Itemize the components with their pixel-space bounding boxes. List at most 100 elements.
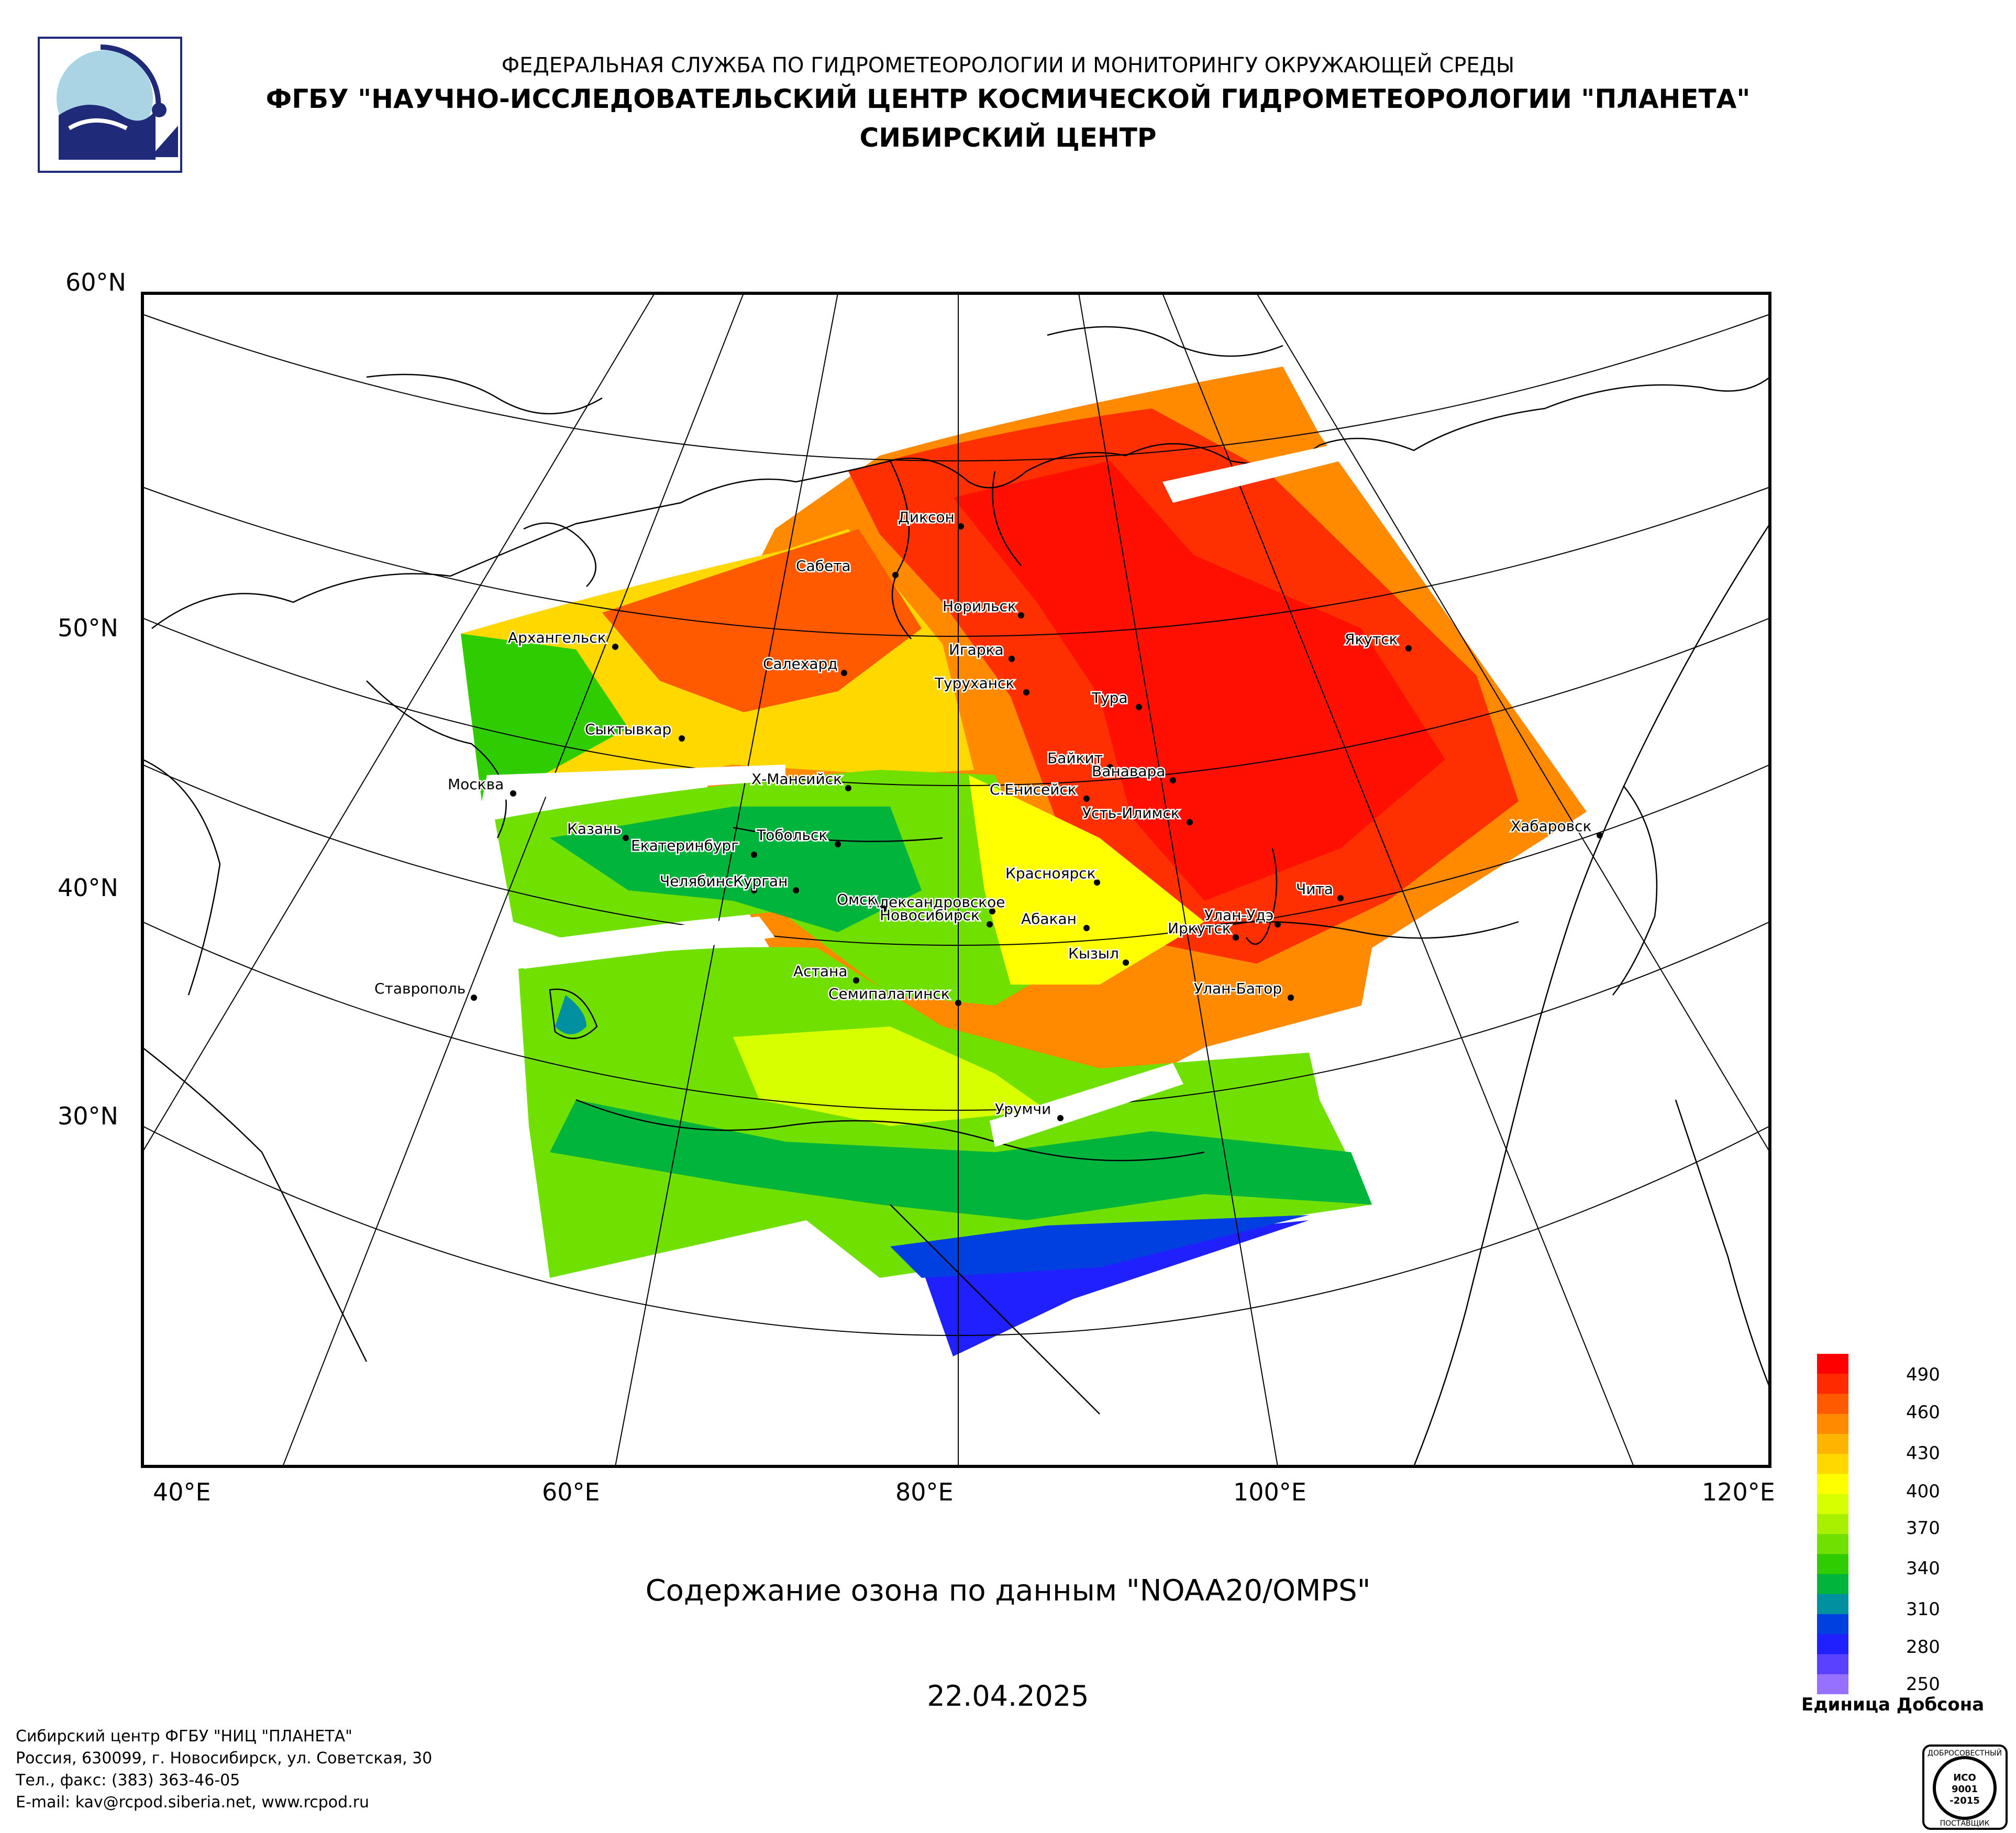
city-dot (1405, 645, 1412, 652)
city-label: С.Енисейск (990, 781, 1077, 798)
city-label: Х-Мансийск (751, 770, 842, 788)
planeta-logo (38, 37, 182, 173)
city-label: Красноярск (1005, 865, 1096, 882)
city-dot (679, 735, 685, 742)
ozone-data-swaths (461, 367, 1587, 1356)
map-date: 22.04.2025 (927, 1680, 1089, 1713)
legend-color-step (1817, 1494, 1848, 1515)
lon-label-80: 80°E (895, 1478, 954, 1506)
city-dot (955, 1000, 961, 1006)
city-dot (1288, 995, 1294, 1001)
city-dot (989, 908, 995, 914)
legend-tick-430: 430 (1906, 1443, 1940, 1464)
footer-line-phone: Тел., факс: (383) 363-46-05 (16, 1771, 240, 1790)
city-dot (1136, 704, 1142, 710)
legend-tick-460: 460 (1906, 1402, 1940, 1423)
city-label: Сабета (796, 557, 851, 575)
city-dot (853, 977, 859, 984)
city-dot (751, 852, 757, 858)
footer-contacts: Сибирский центр ФГБУ "НИЦ "ПЛАНЕТА" Росс… (16, 1726, 432, 1814)
city-dot (987, 921, 993, 927)
legend-color-step (1817, 1654, 1848, 1675)
city-dot (1009, 656, 1015, 662)
legend-color-step (1817, 1554, 1848, 1575)
city-label: Курган (733, 873, 788, 890)
city-dot (1057, 1115, 1064, 1121)
city-label: Тобольск (756, 826, 827, 844)
lat-label-30: 30°N (58, 1102, 118, 1130)
legend-color-step (1817, 1454, 1848, 1475)
city-label: Улан-Батор (1194, 980, 1282, 997)
legend-color-step (1817, 1534, 1848, 1555)
city-label: Усть-Илимск (1082, 804, 1180, 822)
city-label: Игарка (949, 641, 1004, 658)
city-label: Норильск (943, 598, 1016, 615)
city-dot (471, 995, 477, 1001)
agency-title: ФЕДЕРАЛЬНАЯ СЛУЖБА ПО ГИДРОМЕТЕОРОЛОГИИ … (501, 53, 1515, 78)
city-label: Москва (448, 776, 504, 793)
city-dot (1187, 819, 1193, 825)
city-label: Иркутск (1168, 920, 1231, 937)
city-label: Александровское (869, 893, 1005, 911)
city-label: Сыктывкар (585, 721, 671, 738)
city-dot (958, 523, 964, 529)
graticule (142, 293, 1770, 1466)
footer-line-org: Сибирский центр ФГБУ "НИЦ "ПЛАНЕТА" (16, 1727, 352, 1746)
city-label: Архангельск (508, 629, 606, 646)
legend-color-step (1817, 1514, 1848, 1535)
city-label: Челябинск (660, 873, 742, 890)
swath-north-hot (953, 461, 1445, 901)
city-dot (892, 572, 899, 578)
legend-colorbar (1817, 1354, 1848, 1694)
swath-west-orange (602, 529, 922, 712)
legend-color-step (1817, 1414, 1848, 1434)
legend-tick-400: 400 (1906, 1481, 1940, 1502)
stamp-mid2: 9001 (1952, 1784, 1978, 1795)
map-frame (141, 292, 1771, 1468)
city-dot (1023, 689, 1029, 695)
lon-label-60: 60°E (542, 1478, 600, 1506)
city-dot (835, 841, 841, 847)
city-label: Семипалатинск (828, 985, 950, 1002)
lat-label-60: 60°N (65, 268, 126, 296)
swath-south-teal (890, 1215, 1309, 1278)
city-dot (793, 887, 799, 893)
city-label: Урумчи (995, 1100, 1051, 1118)
legend-color-step (1817, 1354, 1848, 1375)
legend-color-step (1817, 1594, 1848, 1615)
stamp-mid1: ИСО (1953, 1772, 1976, 1783)
city-dot (881, 906, 887, 912)
city-dot (1107, 764, 1113, 770)
legend-color-step (1817, 1433, 1848, 1455)
city-label: Екатеринбург (631, 837, 739, 854)
legend-tick-370: 370 (1906, 1518, 1940, 1539)
city-label: Абакан (1021, 910, 1077, 927)
city-dot (1018, 612, 1024, 619)
city-dot (751, 887, 757, 893)
city-label: Астана (793, 963, 847, 980)
city-dot (1170, 777, 1176, 783)
swath-south-deep (550, 1100, 1372, 1220)
city-label: Кызыл (1068, 945, 1119, 962)
city-dot (1233, 934, 1239, 941)
city-dot (612, 644, 618, 650)
city-label: Ванавара (1092, 763, 1165, 780)
city-label: Диксон (898, 509, 955, 526)
swath-west-green (461, 634, 628, 801)
lon-label-120: 120°E (1702, 1478, 1775, 1506)
legend-color-step (1817, 1374, 1848, 1395)
footer-line-email: E-mail: kav@rcpod.siberia.net, www.rcpod… (16, 1793, 370, 1812)
legend-color-step (1817, 1574, 1848, 1595)
legend-tick-250: 250 (1906, 1674, 1940, 1695)
city-dot (1597, 832, 1603, 838)
center-title: СИБИРСКИЙ ЦЕНТР (859, 123, 1157, 153)
city-dot (510, 790, 516, 797)
city-dot (1275, 921, 1281, 927)
city-label: Якутск (1345, 631, 1398, 648)
city-label: Байкит (1047, 749, 1103, 767)
legend-tick-490: 490 (1906, 1364, 1940, 1385)
footer-line-address: Россия, 630099, г. Новосибирск, ул. Сове… (16, 1749, 433, 1768)
stamp-bottom: ПОСТАВЩИК (1940, 1819, 1990, 1828)
city-label: Чита (1296, 880, 1333, 898)
